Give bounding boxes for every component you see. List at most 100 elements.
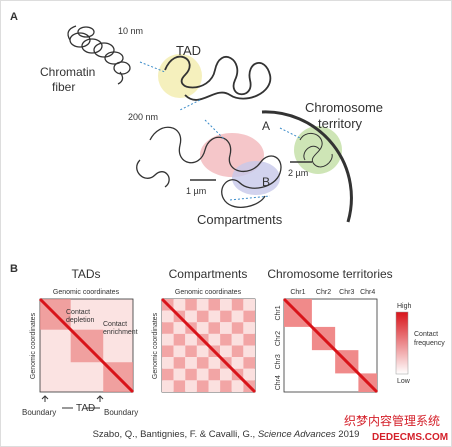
- boundary-label: Boundary: [22, 408, 56, 417]
- heatmap-cell: [173, 357, 186, 369]
- axis-label: Genomic coordinates: [152, 312, 159, 379]
- fiber-label: fiber: [52, 80, 75, 94]
- annotation: Contact: [103, 321, 127, 328]
- heatmap-cell: [208, 380, 221, 392]
- heatmap-cell: [196, 380, 209, 392]
- heatmap-cell: [162, 322, 174, 334]
- heatmap-title: Compartments: [169, 267, 248, 281]
- compartment-b: B: [262, 175, 270, 189]
- heatmap-cell: [173, 368, 186, 381]
- heatmaps: Chr1 Chr1 Chr2 Chr2 Chr3 Chr3 Chr4 Chr4: [38, 289, 379, 394]
- scale-label: 1 µm: [186, 186, 206, 196]
- panel-label: B: [10, 263, 18, 275]
- axis-label: Genomic coordinates: [30, 312, 37, 379]
- heatmap-cell: [243, 299, 255, 311]
- diagonal: [282, 297, 379, 394]
- heatmap-cell: [243, 357, 255, 369]
- heatmap-cell: [208, 333, 221, 346]
- tad-label: TAD: [176, 43, 201, 58]
- heatmap-cell: [173, 322, 186, 334]
- heatmap-cell: [208, 357, 221, 369]
- boundary-label: Boundary: [104, 408, 138, 417]
- citation-authors: Szabo, Q., Bantignies, F. & Cavalli, G.,: [93, 429, 258, 440]
- heatmap-cell: [162, 333, 174, 346]
- heatmap-cell: [220, 368, 232, 381]
- axis-label: Genomic coordinates: [175, 289, 242, 296]
- territory-label: Chromosome: [305, 100, 383, 115]
- compartment-a: A: [262, 119, 270, 133]
- fiber-label: Chromatin: [40, 65, 95, 79]
- column-label: Chr2: [316, 289, 331, 296]
- heatmap-cell: [185, 310, 197, 323]
- heatmap-cell: [196, 310, 209, 323]
- compartments-label: Compartments: [197, 212, 283, 227]
- heatmap-cell: [231, 357, 244, 369]
- legend-label: frequency: [414, 340, 445, 347]
- diagonal: [160, 297, 257, 394]
- heatmap-cell: [196, 357, 209, 369]
- heatmap-cell: [173, 299, 186, 311]
- heatmap-cell: [220, 299, 232, 311]
- heatmap-cell: [185, 368, 197, 381]
- annotation: enrichment: [103, 329, 138, 336]
- heatmap-title: TADs: [71, 267, 100, 281]
- heatmap-cell: [243, 322, 255, 334]
- heatmap-cell: [173, 380, 186, 392]
- heatmap-cell: [196, 345, 209, 358]
- heatmap-cell: [231, 333, 244, 346]
- heatmap-cell: [185, 380, 197, 392]
- heatmap-cell: [220, 310, 232, 323]
- heatmap-title: Chromosome territories: [267, 267, 392, 281]
- panel-label: A: [10, 11, 18, 23]
- heatmap-cell: [208, 368, 221, 381]
- heatmap-cell: [243, 368, 255, 381]
- heatmap-cell: [243, 333, 255, 346]
- heatmap-cell: [220, 333, 232, 346]
- heatmap-cell: [243, 345, 255, 358]
- heatmap-cell: [185, 357, 197, 369]
- heatmap-cell: [231, 345, 244, 358]
- heatmap-cell: [162, 357, 174, 369]
- heatmap-cell: [185, 333, 197, 346]
- column-label: Chr4: [360, 289, 375, 296]
- territory-label: territory: [318, 116, 363, 131]
- heatmap-cell: [231, 322, 244, 334]
- heatmap-cell: [220, 380, 232, 392]
- heatmap-cell: [231, 380, 244, 392]
- heatmap-cell: [196, 322, 209, 334]
- axis-label: Genomic coordinates: [53, 289, 120, 296]
- heatmap-cell: [185, 345, 197, 358]
- heatmap-cell: [196, 299, 209, 311]
- legend-gradient: [395, 311, 409, 375]
- heatmap-cell: [162, 368, 174, 381]
- heatmap-cell: [173, 333, 186, 346]
- heatmap-cell: [173, 345, 186, 358]
- row-label: Chr2: [275, 331, 282, 346]
- legend-low: Low: [397, 378, 411, 385]
- citation-journal: Science Advances: [258, 429, 336, 440]
- row-label: Chr1: [275, 305, 282, 320]
- heatmap-cell: [220, 322, 232, 334]
- column-label: Chr3: [339, 289, 354, 296]
- heatmap-cell: [196, 368, 209, 381]
- heatmap-cell: [162, 380, 174, 392]
- heatmap-cell: [208, 310, 221, 323]
- heatmap-cell: [185, 299, 197, 311]
- watermark: DEDECMS.COM: [372, 432, 448, 443]
- row-label: Chr4: [275, 375, 282, 390]
- watermark: 织梦内容管理系统: [344, 413, 440, 428]
- scale-label: 10 nm: [118, 26, 143, 36]
- annotation: Contact: [66, 309, 90, 316]
- panel-a-art: [67, 25, 353, 223]
- diagonal: [38, 297, 135, 394]
- heatmap-cell: [208, 322, 221, 334]
- tad-label: TAD: [76, 403, 95, 414]
- boundary-arrows: [41, 395, 104, 409]
- row-label: Chr3: [275, 354, 282, 369]
- scale-label: 200 nm: [128, 112, 158, 122]
- annotation: depletion: [66, 317, 95, 324]
- citation-year: 2019: [336, 429, 360, 440]
- heatmap-cell: [231, 310, 244, 323]
- citation: Szabo, Q., Bantignies, F. & Cavalli, G.,…: [93, 429, 360, 440]
